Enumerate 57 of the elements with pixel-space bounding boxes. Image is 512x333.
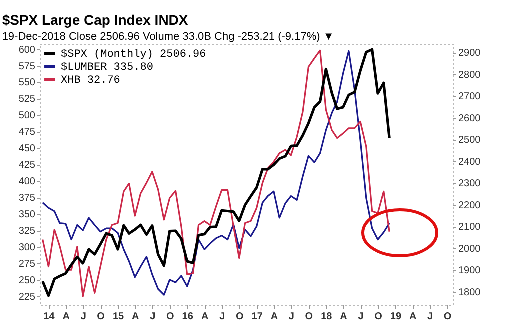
y-tick-label: 225: [18, 292, 36, 303]
x-tick-label: O: [236, 312, 244, 322]
y-tick-label: 600: [18, 44, 36, 56]
y2-tick-label: 1800: [458, 287, 482, 298]
x-tick-label: J: [80, 312, 86, 322]
legend-label: $LUMBER 335.80: [61, 62, 154, 74]
y-tick-label: 350: [18, 210, 36, 221]
legend-label: $SPX (Monthly) 2506.96: [61, 49, 206, 61]
legend-label: XHB 32.76: [61, 75, 120, 87]
y-tick-label: 500: [18, 110, 36, 122]
x-tick-label: A: [409, 312, 417, 322]
chart-title: $SPX Large Cap Index INDX: [2, 12, 189, 28]
x-tick-label: J: [358, 312, 364, 322]
x-tick-label: A: [132, 312, 140, 322]
x-tick-label: J: [288, 312, 294, 322]
x-tick-label: J: [150, 312, 156, 322]
x-tick-label: J: [428, 312, 434, 322]
y-tick-label: 250: [18, 275, 36, 286]
y2-tick-label: 1900: [458, 266, 482, 277]
x-tick-label: J: [220, 312, 226, 322]
y2-tick-label: 2700: [458, 92, 482, 103]
x-tick-label: 19: [390, 312, 402, 322]
y2-tick-label: 2100: [458, 222, 482, 234]
x-tick-label: O: [166, 312, 174, 322]
x-tick-label: 16: [182, 312, 194, 322]
y-tick-label: 550: [18, 78, 36, 89]
y-tick-label: 425: [18, 160, 36, 172]
y-tick-label: 475: [18, 127, 36, 138]
y-tick-label: 525: [18, 94, 36, 106]
x-tick-label: 14: [44, 312, 56, 322]
y-tick-label: 575: [18, 61, 36, 72]
y2-tick-label: 2800: [458, 70, 482, 81]
chart-subtitle: 19-Dec-2018 Close 2506.96 Volume 33.0B Chg -253.21 (-9.17%) ▼: [2, 31, 334, 43]
y2-tick-label: 2300: [458, 178, 482, 190]
y2-tick-label: 2600: [458, 113, 482, 124]
x-tick-label: 15: [112, 312, 125, 322]
y-tick-label: 400: [18, 176, 36, 188]
x-tick-label: A: [202, 312, 209, 322]
y2-tick-label: 2400: [458, 156, 482, 168]
y-tick-label: 300: [18, 242, 36, 254]
y-tick-label: 325: [18, 226, 36, 238]
x-tick-label: O: [374, 312, 383, 322]
y-tick-label: 450: [18, 144, 36, 155]
y2-tick-label: 2200: [458, 200, 482, 212]
y2-tick-label: 2500: [458, 135, 482, 146]
x-tick-label: O: [305, 312, 314, 322]
y2-tick-label: 2000: [458, 244, 482, 255]
x-tick-label: O: [444, 312, 452, 322]
x-tick-label: A: [62, 312, 70, 322]
x-tick-label: 18: [321, 312, 333, 322]
x-tick-label: A: [270, 312, 278, 322]
y-tick-label: 375: [18, 193, 36, 204]
y2-tick-label: 2900: [458, 48, 482, 60]
x-tick-label: A: [340, 312, 348, 322]
y-tick-label: 275: [18, 258, 36, 270]
x-tick-label: 17: [252, 312, 264, 322]
x-tick-label: O: [97, 312, 106, 322]
